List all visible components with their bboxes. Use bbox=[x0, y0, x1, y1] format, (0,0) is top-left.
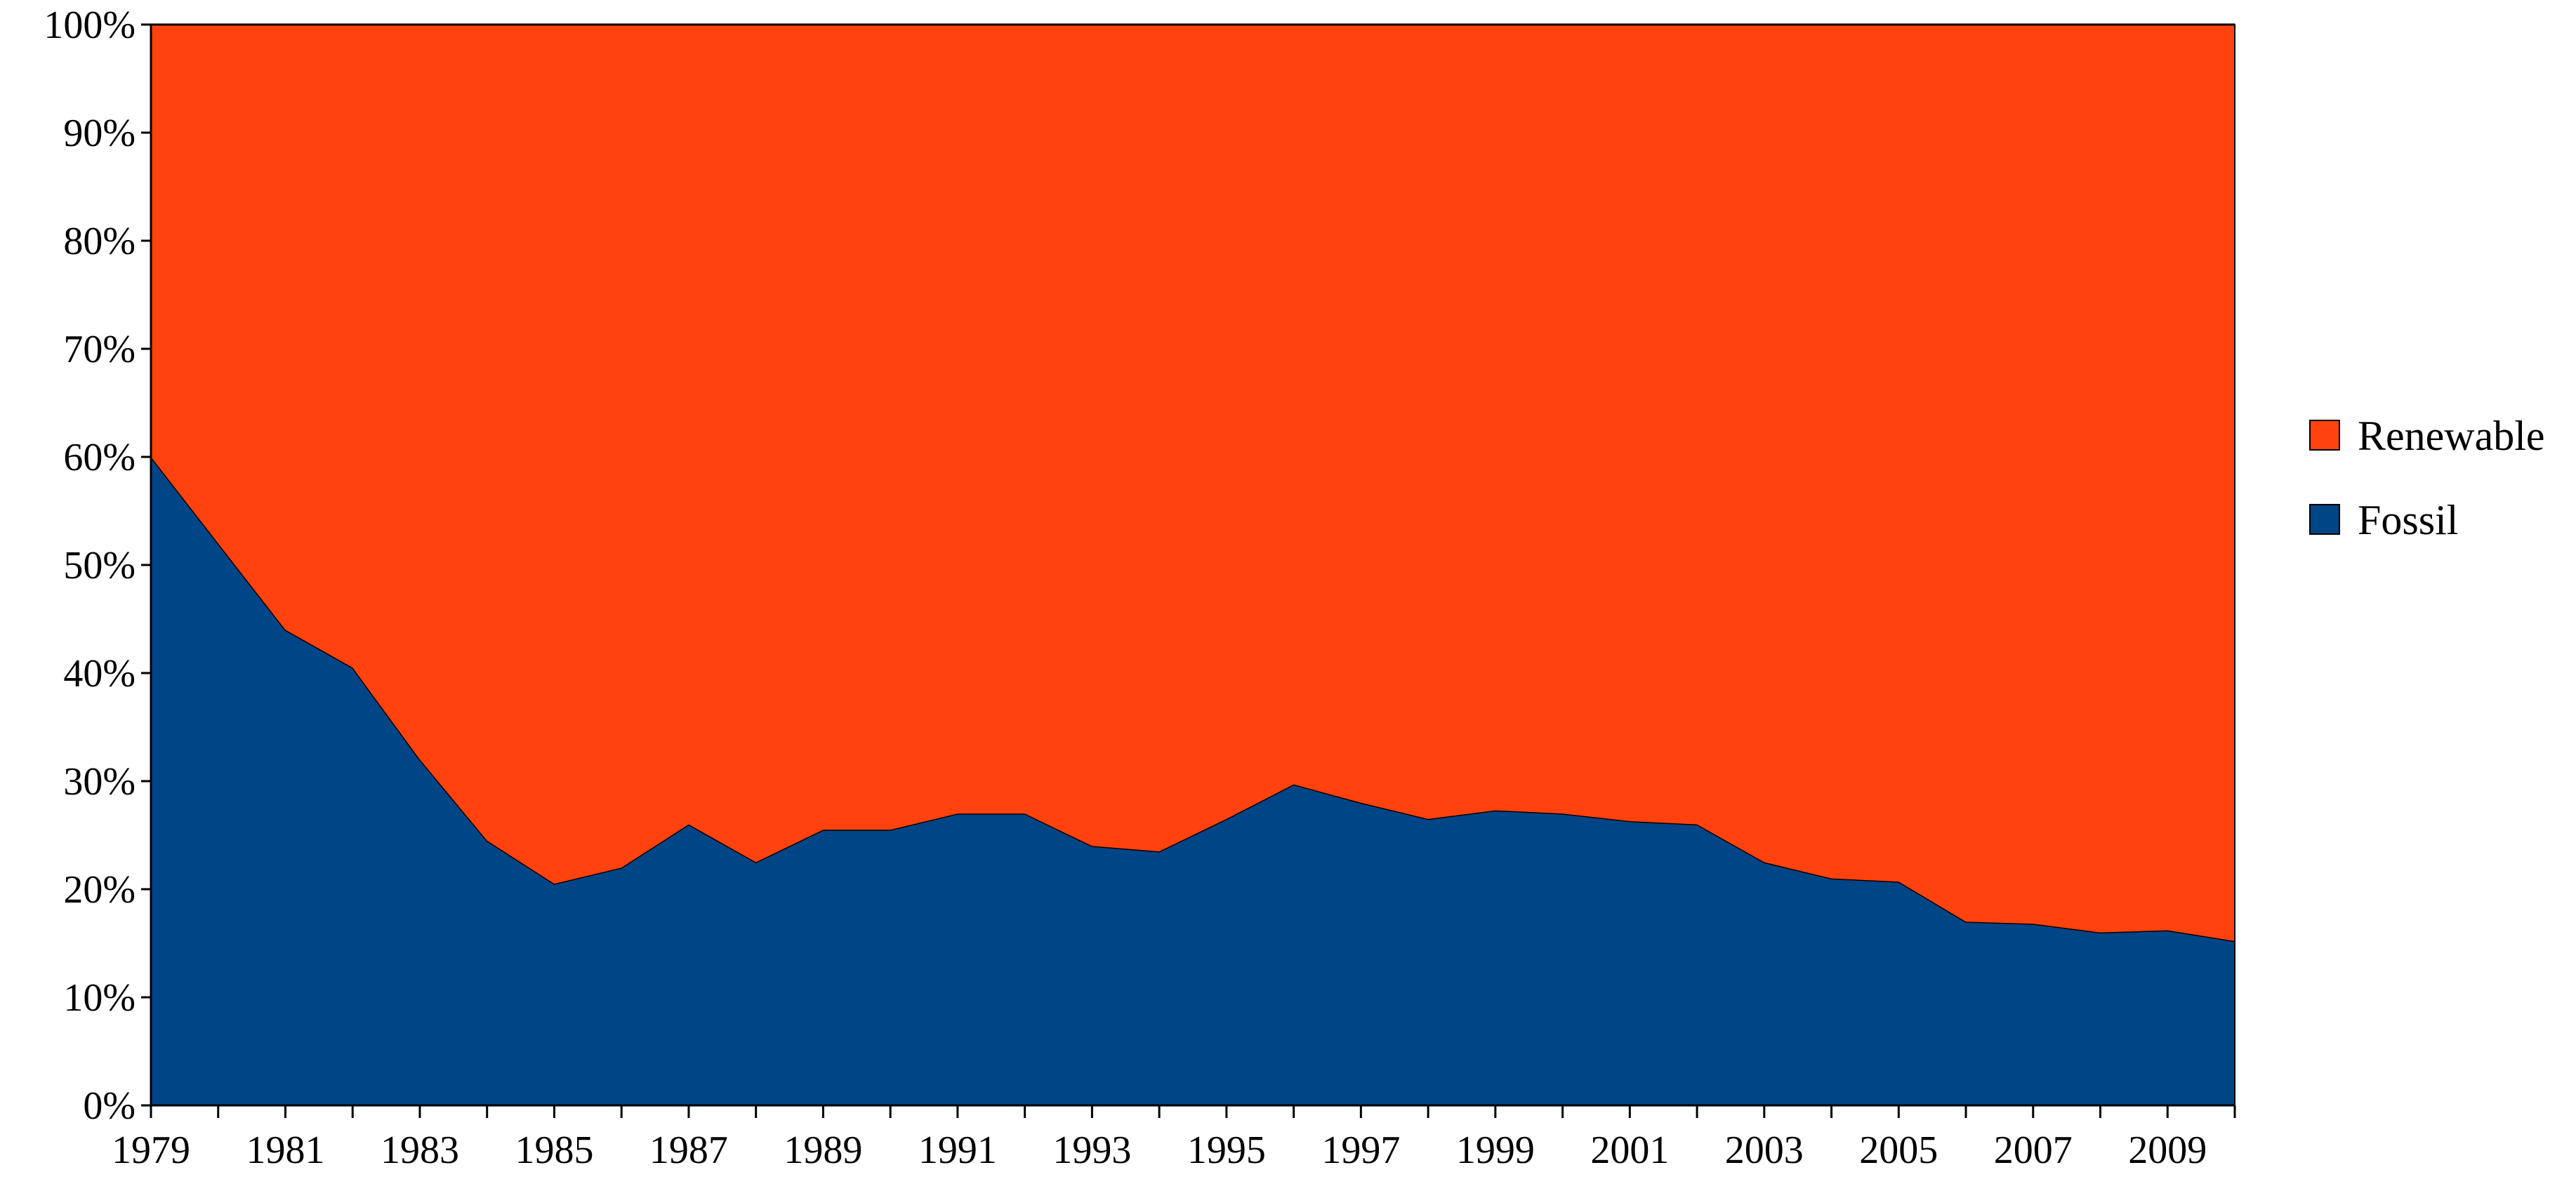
legend-label: Renewable bbox=[2358, 413, 2545, 459]
y-tick-label: 40% bbox=[63, 652, 136, 696]
area-renewable bbox=[151, 25, 2235, 941]
x-tick-label: 1999 bbox=[1456, 1129, 1535, 1172]
legend-swatch bbox=[2309, 420, 2340, 451]
legend-label: Fossil bbox=[2358, 497, 2458, 543]
y-tick-label: 90% bbox=[63, 112, 136, 155]
x-tick-label: 1983 bbox=[381, 1129, 459, 1172]
plot-area bbox=[150, 23, 2235, 1106]
y-axis: 0% 10% 20% 30% 40% 50% 60% 70% 80% 90% 100% bbox=[44, 4, 152, 1128]
y-tick-label: 0% bbox=[83, 1084, 136, 1128]
x-tick-label: 2009 bbox=[2128, 1129, 2207, 1172]
x-tick-label: 2005 bbox=[1859, 1129, 1938, 1172]
y-tick-label: 70% bbox=[63, 328, 136, 371]
x-tick-label: 1997 bbox=[1321, 1129, 1400, 1172]
area-fossil bbox=[151, 457, 2235, 1105]
x-tick-label: 2001 bbox=[1590, 1129, 1669, 1172]
y-tick-label: 10% bbox=[63, 976, 136, 1020]
y-tick-label: 30% bbox=[63, 760, 136, 804]
legend-swatch bbox=[2309, 504, 2340, 535]
y-tick-label: 60% bbox=[63, 436, 136, 479]
x-tick-label: 1985 bbox=[515, 1129, 593, 1172]
legend-item-renewable: Renewable bbox=[2309, 413, 2545, 459]
x-axis: 1979 1981 1983 1985 1987 1989 1991 1993 1995 1997… bbox=[112, 1104, 2236, 1172]
x-tick-label: 1993 bbox=[1052, 1129, 1131, 1172]
x-tick-label: 2003 bbox=[1725, 1129, 1804, 1172]
y-tick-label: 100% bbox=[44, 4, 136, 47]
x-tick-label: 1995 bbox=[1187, 1129, 1266, 1172]
y-tick-label: 50% bbox=[63, 544, 136, 587]
x-tick-label: 2007 bbox=[1994, 1129, 2073, 1172]
x-tick-label: 1981 bbox=[246, 1129, 324, 1172]
x-tick-label: 1991 bbox=[918, 1129, 997, 1172]
legend: Renewable Fossil bbox=[2309, 413, 2545, 543]
legend-item-fossil: Fossil bbox=[2309, 497, 2458, 543]
y-tick-label: 20% bbox=[63, 868, 136, 912]
y-tick-label: 80% bbox=[63, 220, 136, 263]
x-tick-label: 1979 bbox=[112, 1129, 190, 1172]
x-tick-label: 1987 bbox=[649, 1129, 728, 1172]
x-tick-label: 1989 bbox=[784, 1129, 862, 1172]
